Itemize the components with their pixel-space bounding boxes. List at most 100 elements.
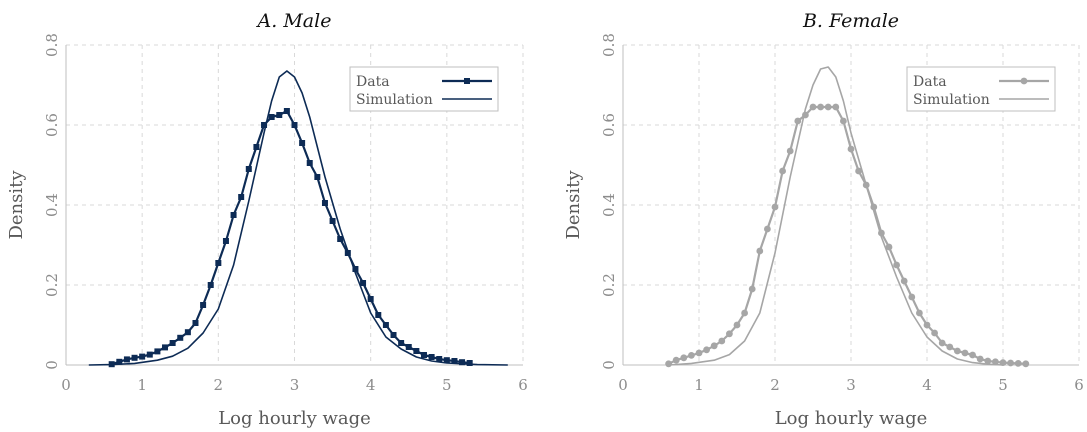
data-point: [817, 103, 824, 111]
data-point: [938, 339, 946, 347]
data-point: [390, 332, 397, 338]
data-point: [230, 212, 237, 218]
data-point: [992, 358, 999, 366]
legend-label: Simulation: [356, 92, 433, 108]
x-tick-label: 5: [998, 376, 1008, 394]
data-point: [1007, 359, 1014, 367]
data-point: [672, 356, 680, 364]
data-point: [177, 334, 184, 341]
data-point: [885, 243, 893, 251]
y-axis-label: Density: [563, 170, 584, 240]
data-point: [969, 351, 976, 359]
data-point: [215, 260, 222, 266]
chart-panel-2: 0 1 2 3 4 5 6 0 0.2 0.4 0.6 0.8 B. Female Log hourly …: [563, 10, 1084, 429]
data-point: [855, 167, 862, 175]
data-point: [413, 348, 420, 354]
data-point: [794, 117, 802, 125]
y-tick-label: 0.4: [43, 193, 61, 217]
data-point: [756, 247, 764, 255]
x-tick-label: 0: [618, 376, 628, 394]
data-point: [268, 114, 275, 120]
data-point: [169, 340, 176, 346]
data-point: [154, 348, 161, 355]
data-point: [382, 322, 389, 328]
data-point: [665, 360, 672, 368]
y-tick-label: 0.2: [600, 273, 618, 297]
data-point: [893, 261, 900, 269]
y-tick-label: 0: [600, 360, 618, 370]
data-point: [976, 355, 984, 363]
legend-label: Data: [913, 74, 947, 90]
data-point: [733, 321, 741, 329]
x-tick-label: 5: [442, 376, 452, 394]
data-point: [847, 145, 855, 153]
data-point: [771, 203, 779, 211]
data-point: [245, 166, 252, 172]
x-tick-label: 6: [1074, 376, 1084, 394]
chart-title: A. Male: [256, 10, 332, 32]
data-point: [299, 140, 306, 146]
data-point: [779, 167, 786, 175]
data-point: [116, 358, 123, 365]
legend-label: Simulation: [913, 92, 990, 108]
data-point: [207, 282, 214, 288]
data-point: [786, 147, 794, 155]
data-point: [314, 174, 321, 180]
chart-panel-1: 0 1 2 3 4 5 6 0 0.2 0.4 0.6 0.8 A. Male Log hourly wa…: [6, 10, 528, 429]
data-point: [451, 358, 458, 364]
data-point: [764, 225, 771, 233]
data-point: [984, 357, 992, 365]
chart-title: B. Female: [802, 10, 899, 32]
x-tick-label: 2: [214, 376, 224, 394]
data-point: [184, 329, 191, 336]
x-tick-label: 4: [922, 376, 932, 394]
legend: Data Simulation: [349, 66, 499, 112]
data-point: [253, 144, 260, 150]
data-point: [283, 108, 290, 114]
data-point: [291, 122, 298, 128]
data-series-line: [111, 109, 470, 366]
simulation-series-line: [88, 70, 508, 366]
x-tick-label: 3: [290, 376, 300, 394]
data-point: [306, 160, 313, 166]
data-point: [961, 349, 969, 357]
data-point: [703, 346, 710, 354]
data-point: [726, 330, 733, 338]
data-point: [276, 112, 283, 118]
data-point: [741, 309, 748, 317]
legend-swatch-marker: [464, 78, 470, 84]
data-point: [840, 117, 847, 125]
data-point: [375, 312, 382, 318]
legend-box: [906, 66, 1056, 112]
legend-label: Data: [356, 74, 390, 90]
data-point: [695, 349, 703, 357]
legend: Data Simulation: [906, 66, 1056, 112]
data-point: [420, 352, 427, 358]
data-point: [337, 236, 344, 242]
data-point: [238, 194, 245, 200]
data-point: [946, 343, 954, 351]
legend-swatch-marker: [1020, 77, 1028, 85]
data-point: [367, 296, 374, 302]
data-point: [710, 342, 718, 350]
data-point: [352, 266, 359, 272]
data-point: [360, 280, 367, 286]
data-point: [923, 321, 931, 329]
data-point: [398, 340, 405, 346]
data-point: [192, 320, 199, 326]
x-tick-label: 3: [846, 376, 856, 394]
x-axis-label: Log hourly wage: [218, 408, 371, 429]
x-tick-label: 0: [61, 376, 71, 394]
data-point: [1014, 360, 1022, 367]
data-point: [809, 103, 817, 111]
data-point: [1022, 360, 1030, 368]
y-tick-label: 0.4: [600, 193, 618, 217]
data-point: [321, 200, 328, 206]
data-point: [832, 103, 840, 111]
data-point: [688, 352, 695, 359]
data-point: [162, 344, 169, 351]
data-point: [428, 354, 435, 360]
x-tick-label: 4: [366, 376, 376, 394]
data-point: [405, 344, 412, 350]
